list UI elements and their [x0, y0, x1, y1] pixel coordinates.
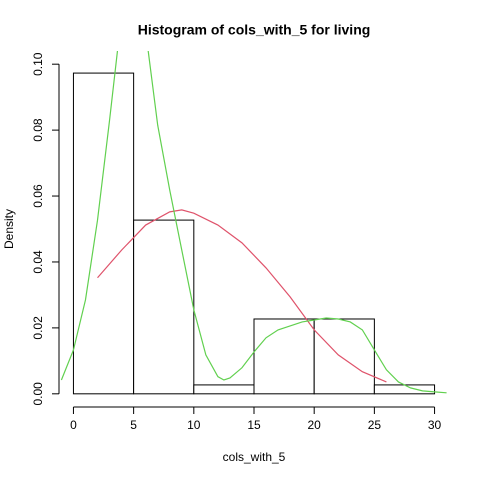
bar — [193, 384, 255, 395]
y-tick-label: 0.02 — [31, 316, 45, 340]
x-tick-label: 10 — [187, 418, 201, 432]
x-axis-label: cols_with_5 — [223, 450, 286, 464]
density-curve — [97, 209, 387, 383]
bar — [253, 318, 315, 395]
density-curve — [60, 51, 447, 394]
x-tick-label: 30 — [428, 418, 442, 432]
y-axis-label: Density — [2, 209, 16, 249]
bar — [133, 219, 195, 395]
x-tick-label: 25 — [368, 418, 382, 432]
x-tick-label: 0 — [70, 418, 77, 432]
chart-title: Histogram of cols_with_5 for living — [138, 22, 371, 38]
y-tick-label: 0.04 — [31, 250, 45, 274]
x-tick-label: 15 — [247, 418, 261, 432]
x-tick-label: 20 — [308, 418, 322, 432]
bar — [72, 72, 135, 395]
x-tick-label: 5 — [130, 418, 137, 432]
y-tick-label: 0.06 — [31, 184, 45, 208]
bar — [313, 318, 375, 395]
bar — [373, 384, 436, 395]
y-tick-label: 0.08 — [31, 118, 45, 142]
y-tick-label: 0.00 — [31, 382, 45, 406]
y-tick-label: 0.10 — [31, 52, 45, 76]
